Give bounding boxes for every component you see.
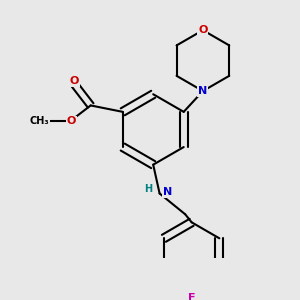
Text: N: N bbox=[163, 187, 172, 197]
Text: O: O bbox=[67, 116, 76, 126]
Text: O: O bbox=[198, 25, 208, 35]
Text: CH₃: CH₃ bbox=[30, 116, 49, 126]
Text: O: O bbox=[70, 76, 80, 86]
Text: H: H bbox=[144, 184, 152, 194]
Text: N: N bbox=[198, 86, 208, 96]
Text: F: F bbox=[188, 292, 195, 300]
